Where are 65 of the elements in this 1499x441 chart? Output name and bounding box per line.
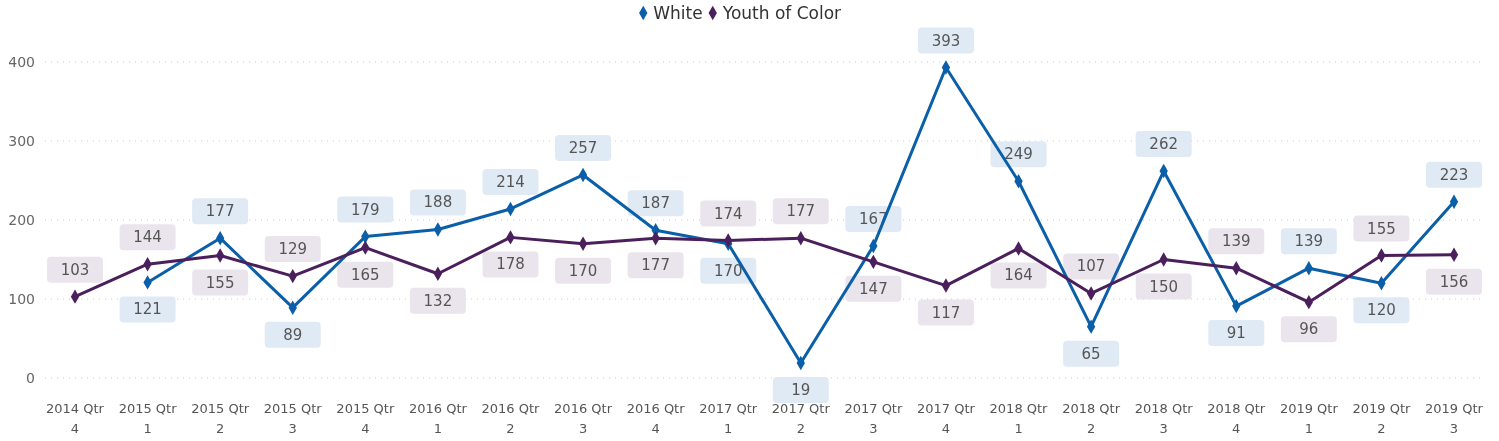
data-label: 155 bbox=[205, 273, 235, 292]
x-tick-label: 2019 Qtr 3 bbox=[1425, 401, 1484, 436]
x-tick-label: 2015 Qtr 3 bbox=[263, 401, 323, 436]
data-label: 150 bbox=[1149, 277, 1178, 296]
data-label: 187 bbox=[641, 194, 670, 213]
data-label: 117 bbox=[931, 303, 961, 322]
data-label: 96 bbox=[1299, 320, 1319, 339]
data-label: 177 bbox=[205, 202, 235, 221]
data-label: 147 bbox=[859, 279, 888, 298]
x-tick-label: 2017 Qtr 4 bbox=[917, 401, 976, 436]
data-label: 214 bbox=[496, 172, 525, 191]
x-tick-label: 2014 Qtr 4 bbox=[46, 401, 105, 436]
x-tick-label: 2015 Qtr 1 bbox=[118, 401, 178, 436]
x-tick-label: 2018 Qtr 2 bbox=[1062, 401, 1121, 436]
y-tick-label: 0 bbox=[26, 370, 35, 386]
x-tick-label: 2018 Qtr 1 bbox=[989, 401, 1049, 436]
y-tick-label: 400 bbox=[8, 54, 35, 70]
x-tick-label: 2019 Qtr 2 bbox=[1352, 401, 1412, 436]
data-label: 262 bbox=[1149, 135, 1178, 154]
data-label: 257 bbox=[568, 138, 598, 157]
data-label: 132 bbox=[423, 291, 453, 310]
x-tick-label: 2015 Qtr 2 bbox=[191, 401, 250, 436]
data-label: 178 bbox=[496, 255, 525, 274]
x-tick-label: 2017 Qtr 1 bbox=[699, 401, 758, 436]
data-label: 164 bbox=[1004, 266, 1033, 285]
data-label: 249 bbox=[1004, 145, 1033, 164]
data-label: 144 bbox=[133, 228, 162, 247]
data-label: 139 bbox=[1221, 232, 1251, 251]
data-label: 393 bbox=[931, 31, 961, 50]
legend-label: Youth of Color bbox=[721, 3, 842, 23]
x-tick-label: 2016 Qtr 3 bbox=[554, 401, 613, 436]
y-tick-label: 200 bbox=[8, 212, 35, 228]
legend-label: White bbox=[653, 3, 703, 23]
x-tick-label: 2016 Qtr 4 bbox=[626, 401, 686, 436]
x-tick-label: 2015 Qtr 4 bbox=[336, 401, 395, 436]
data-label: 177 bbox=[786, 202, 816, 221]
data-label: 129 bbox=[278, 240, 308, 259]
data-label: 107 bbox=[1076, 257, 1106, 276]
data-label: 156 bbox=[1439, 272, 1469, 291]
x-tick-label: 2018 Qtr 3 bbox=[1134, 401, 1194, 436]
x-tick-label: 2016 Qtr 2 bbox=[481, 401, 541, 436]
data-label: 165 bbox=[351, 265, 380, 284]
data-label: 174 bbox=[713, 204, 743, 223]
data-label: 155 bbox=[1367, 219, 1396, 238]
data-label: 89 bbox=[283, 325, 303, 344]
data-label: 19 bbox=[791, 380, 811, 399]
y-tick-label: 100 bbox=[8, 291, 35, 307]
data-label: 103 bbox=[60, 260, 90, 279]
data-label: 170 bbox=[568, 261, 598, 280]
x-tick-label: 2019 Qtr 1 bbox=[1279, 401, 1339, 436]
data-label: 223 bbox=[1439, 165, 1469, 184]
x-tick-label: 2016 Qtr 1 bbox=[408, 401, 468, 436]
data-label: 120 bbox=[1367, 301, 1396, 320]
data-label: 139 bbox=[1294, 232, 1324, 251]
data-label: 91 bbox=[1226, 324, 1246, 343]
data-label: 177 bbox=[641, 256, 670, 275]
x-tick-label: 2017 Qtr 2 bbox=[771, 401, 831, 436]
data-label: 65 bbox=[1081, 344, 1101, 363]
x-tick-label: 2017 Qtr 3 bbox=[844, 401, 903, 436]
x-tick-label: 2018 Qtr 4 bbox=[1207, 401, 1266, 436]
data-label: 179 bbox=[351, 200, 380, 219]
y-tick-label: 300 bbox=[8, 133, 35, 149]
data-label: 170 bbox=[713, 261, 743, 280]
data-label: 121 bbox=[133, 300, 162, 319]
data-label: 188 bbox=[423, 193, 453, 212]
